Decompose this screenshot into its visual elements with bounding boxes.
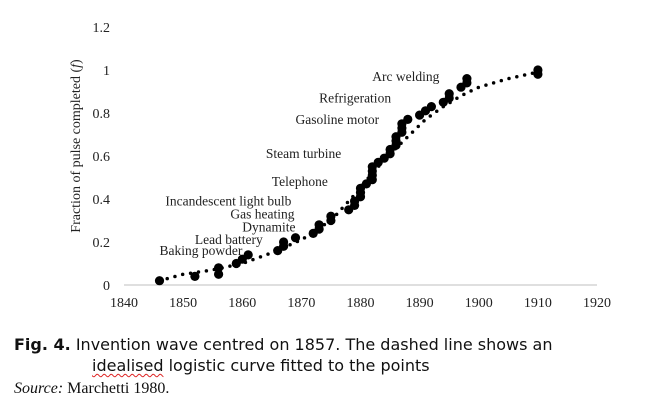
data-point <box>214 269 224 279</box>
x-tick-label: 1880 <box>347 296 375 311</box>
x-tick-label: 1870 <box>287 296 315 311</box>
annotation-label: Gasoline motor <box>296 112 380 127</box>
figure-caption: Fig. 4. Invention wave centred on 1857. … <box>14 334 659 376</box>
data-point <box>290 233 301 243</box>
data-point <box>403 114 413 124</box>
y-tick-label: 0.2 <box>93 236 111 251</box>
data-point <box>533 65 543 75</box>
x-tick-label: 1890 <box>406 296 434 311</box>
annotation-label: Telephone <box>272 174 328 189</box>
annotation-label: Gas heating <box>230 206 294 221</box>
annotation-label: Arc welding <box>372 69 439 84</box>
chart: 1840 1850 1860 1870 1880 1890 1900 1910 1920 0 0.2… <box>69 21 612 311</box>
data-point <box>190 271 200 281</box>
data-point <box>426 102 436 112</box>
annotation-label: Lead battery <box>195 232 263 247</box>
caption-word-idealised: idealised <box>92 356 164 375</box>
data-point <box>279 237 289 247</box>
x-tick-label: 1910 <box>524 296 552 311</box>
x-tick-label: 1850 <box>169 296 197 311</box>
source-line: Source: Marchetti 1980. <box>14 380 169 398</box>
y-tick-label: 1 <box>103 64 110 79</box>
data-points <box>154 65 543 286</box>
y-axis-label: Fraction of pulse completed (f) <box>69 59 84 233</box>
x-tick-label: 1860 <box>228 296 256 311</box>
annotation-label: Steam turbine <box>266 146 341 161</box>
source-label: Source: <box>14 380 64 397</box>
annotation-label: Dynamite <box>242 219 295 234</box>
x-tick-label: 1840 <box>110 296 138 311</box>
y-tick-label: 0.8 <box>93 107 111 122</box>
axes: 1840 1850 1860 1870 1880 1890 1900 1910 1920 0 0.2… <box>93 21 612 311</box>
source-text: Marchetti 1980. <box>67 380 170 397</box>
data-point <box>444 89 454 99</box>
caption-line2: idealised logistic curve fitted to the p… <box>14 355 659 376</box>
caption-text-line1: Invention wave centred on 1857. The dash… <box>75 335 553 354</box>
caption-text-line2: logistic curve fitted to the points <box>168 356 430 375</box>
y-tick-label: 1.2 <box>93 21 111 36</box>
y-tick-label: 0.6 <box>93 150 111 165</box>
annotation-label: Refrigeration <box>319 90 391 105</box>
figure-label: Fig. 4. <box>14 335 71 354</box>
data-point <box>462 74 472 84</box>
y-tick-label: 0.4 <box>93 193 111 208</box>
data-point <box>314 220 324 230</box>
y-tick-label: 0 <box>103 279 110 294</box>
annotation-label: Baking powder <box>160 243 243 258</box>
data-point <box>154 276 165 286</box>
data-point <box>214 263 224 273</box>
annotation-label: Incandescent light bulb <box>165 193 291 208</box>
x-tick-label: 1920 <box>583 296 611 311</box>
data-point <box>243 250 253 260</box>
x-tick-label: 1900 <box>465 296 493 311</box>
data-point <box>326 211 336 221</box>
